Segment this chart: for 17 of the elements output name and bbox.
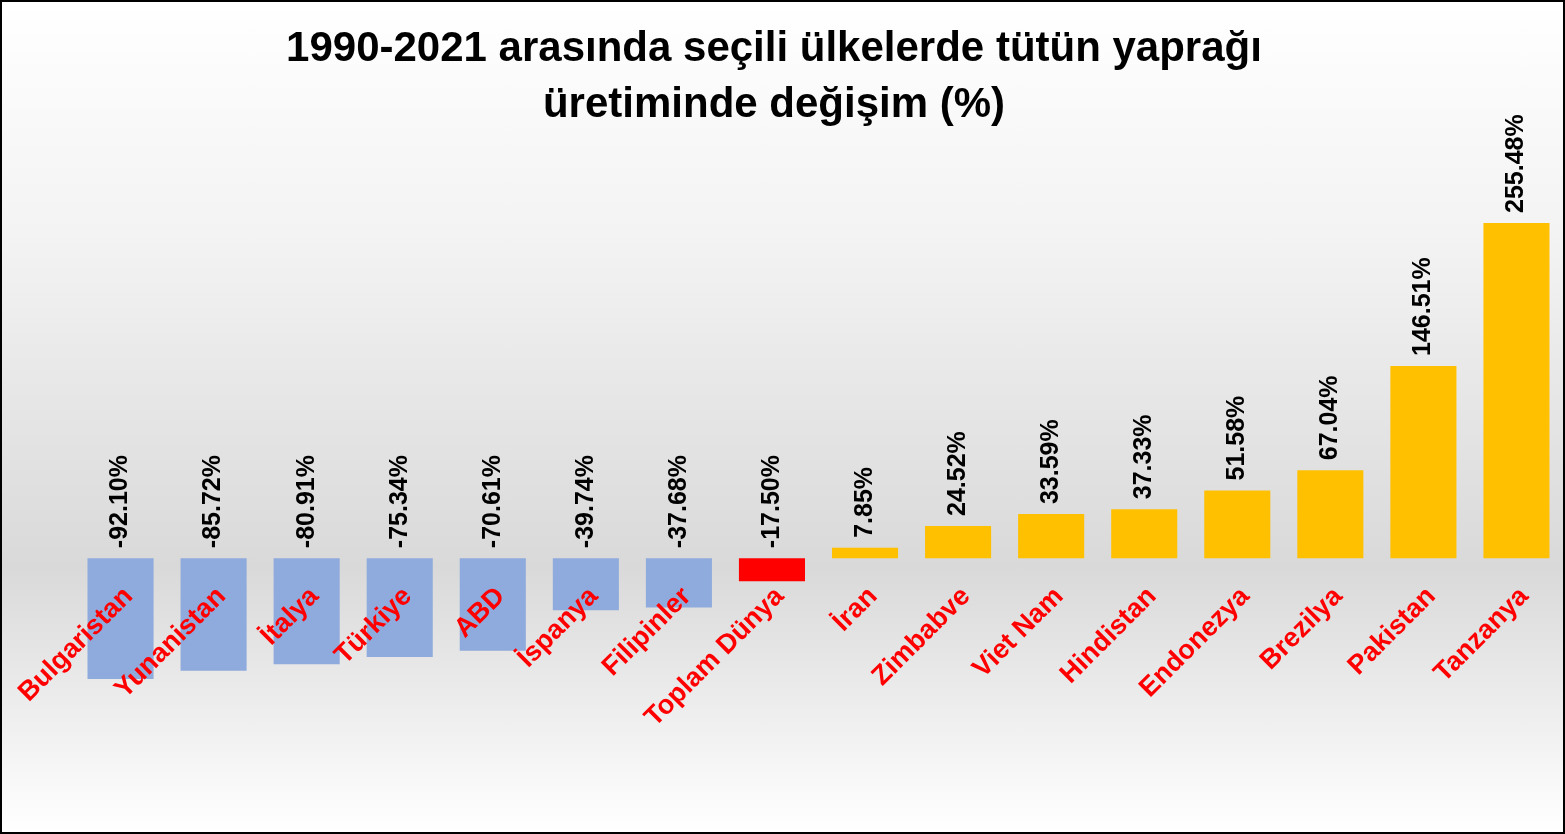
data-label: 7.85% (848, 466, 877, 538)
data-label: 37.33% (1128, 414, 1157, 500)
data-label: -92.10% (104, 455, 133, 549)
chart-title: 1990-2021 arasında seçili ülkelerde tütün yaprağı üretiminde değişim (%) (285, 22, 1263, 128)
data-label: -80.91% (290, 455, 319, 549)
data-label: -70.61% (476, 455, 505, 549)
data-label: -75.34% (383, 455, 412, 549)
data-label: 33.59% (1035, 419, 1064, 505)
data-label: 51.58% (1221, 395, 1250, 481)
data-label: 146.51% (1407, 257, 1436, 356)
data-label: 67.04% (1314, 375, 1343, 461)
data-label: -39.74% (569, 455, 598, 549)
data-label: -17.50% (755, 455, 784, 549)
data-label: 255.48% (1500, 114, 1529, 213)
data-label: 24.52% (941, 431, 970, 516)
data-label: -85.72% (197, 455, 226, 549)
data-label: -37.68% (662, 455, 691, 549)
